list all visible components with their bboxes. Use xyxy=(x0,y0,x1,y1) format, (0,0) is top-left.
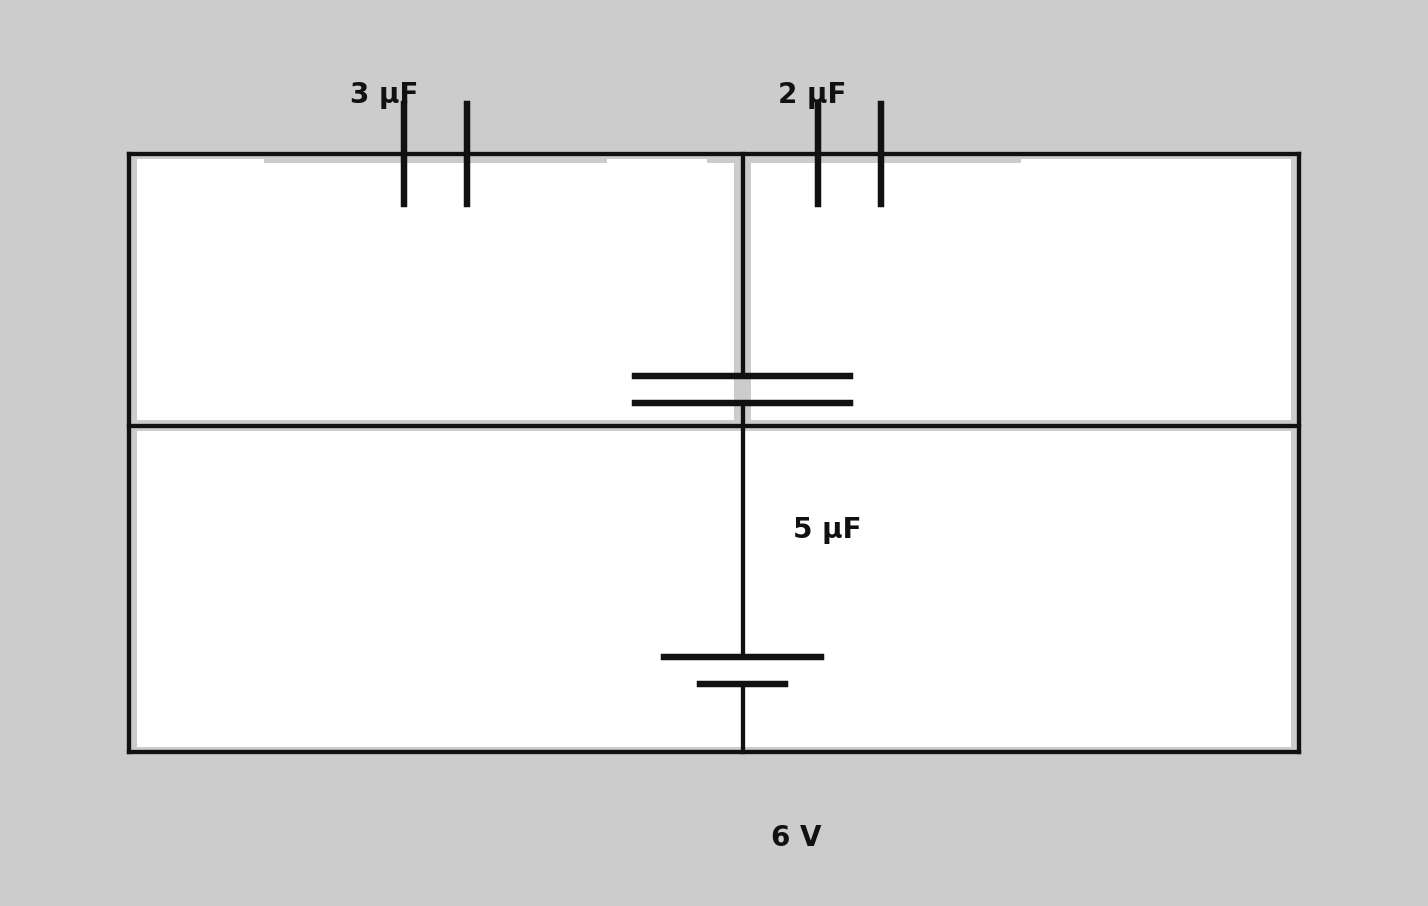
Bar xyxy=(1299,199,1385,707)
Bar xyxy=(137,159,734,420)
Bar xyxy=(1299,317,1385,535)
Bar xyxy=(43,199,129,707)
Text: 3 μF: 3 μF xyxy=(350,82,418,109)
Bar xyxy=(751,159,1291,420)
Bar xyxy=(43,154,143,752)
Bar xyxy=(137,431,1291,747)
Bar xyxy=(707,95,1021,163)
Bar xyxy=(264,95,607,163)
Text: 2 μF: 2 μF xyxy=(778,82,847,109)
Bar xyxy=(1285,154,1385,752)
Text: 6 V: 6 V xyxy=(771,824,821,852)
Text: 5 μF: 5 μF xyxy=(793,516,861,544)
